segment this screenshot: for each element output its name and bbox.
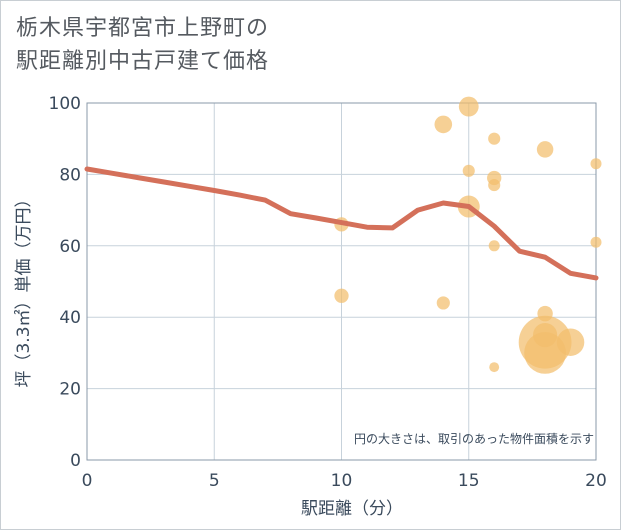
bubble-point-7: [488, 132, 501, 145]
x-tick-label-2: 10: [331, 471, 353, 491]
bubble-point-13: [537, 305, 553, 322]
average-price-line: [84, 166, 599, 281]
bubble-point-10: [488, 240, 500, 252]
plot-area-border: [86, 102, 597, 461]
y-axis-ticks: 0 20 40 60 80 100: [49, 94, 81, 471]
x-axis-ticks: 0 5 10 15 20: [82, 471, 607, 491]
bubble-series: [334, 96, 602, 374]
bubble-point-16: [524, 332, 566, 374]
bubble-point-4: [458, 96, 479, 117]
y-tick-label-1: 20: [59, 380, 81, 400]
bubble-point-14: [533, 322, 558, 348]
y-tick-label-4: 80: [59, 165, 81, 185]
bubble-point-2: [434, 115, 453, 134]
bubble-point-3: [436, 296, 450, 310]
bubble-point-11: [489, 362, 500, 373]
y-tick-label-3: 60: [59, 237, 81, 257]
chart-title-line-2: 駅距離別中古戸建て価格: [16, 49, 270, 74]
y-tick-label-5: 100: [49, 94, 81, 114]
bubble-point-17: [556, 328, 585, 356]
x-axis-title: 駅距離（分）: [301, 499, 403, 519]
bubble-point-9: [488, 179, 501, 192]
bubble-point-5: [462, 164, 475, 177]
x-tick-label-3: 15: [458, 471, 480, 491]
x-tick-label-4: 20: [585, 471, 607, 491]
grid-lines: [87, 103, 596, 460]
bubble-point-1: [334, 288, 349, 303]
bubble-point-12: [536, 141, 554, 158]
bubble-point-18: [590, 158, 602, 170]
average-line-series: [84, 166, 599, 281]
chart-title: 栃木県宇都宮市上野町の 駅距離別中古戸建て価格: [16, 12, 269, 78]
x-tick-label-1: 5: [209, 471, 220, 491]
bubble-size-note: 円の大きさは、取引のあった物件面積を示す: [354, 431, 594, 446]
y-tick-label-2: 40: [59, 308, 81, 328]
x-tick-label-0: 0: [82, 471, 93, 491]
y-axis-title: 坪（3.3㎡）単価（万円）: [14, 190, 34, 387]
y-tick-label-0: 0: [70, 451, 81, 471]
chart-title-line-1: 栃木県宇都宮市上野町の: [16, 16, 270, 41]
bubble-point-19: [590, 236, 602, 248]
